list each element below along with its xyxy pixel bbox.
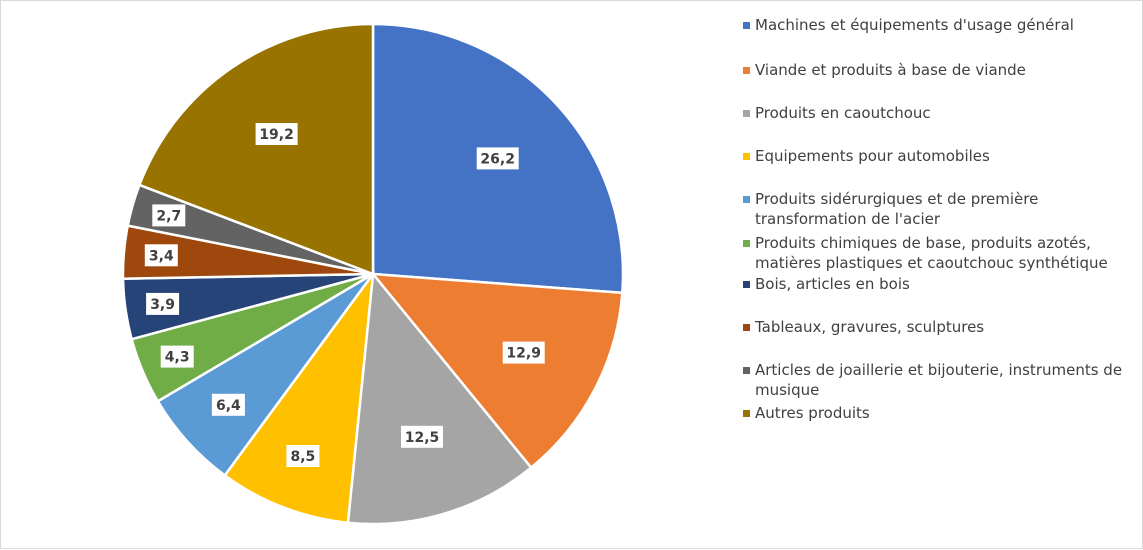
- legend-item: Tableaux, gravures, sculptures: [739, 317, 1139, 337]
- legend-label: Bois, articles en bois: [755, 275, 910, 293]
- data-label: 2,7: [152, 204, 186, 227]
- data-label-text: 12,5: [405, 430, 440, 446]
- pie-slice: [370, 272, 624, 470]
- data-label: 26,2: [476, 147, 519, 170]
- legend-item: Bois, articles en bois: [739, 274, 1139, 294]
- legend-swatch: [743, 410, 750, 417]
- data-label-text: 26,2: [480, 151, 515, 167]
- legend-item: Produits chimiques de base, produits azo…: [739, 233, 1139, 273]
- data-label-box: [476, 147, 519, 170]
- legend-swatch: [743, 67, 750, 74]
- data-label-text: 3,9: [150, 297, 175, 313]
- legend-item: Viande et produits à base de viande: [739, 60, 1139, 80]
- legend-swatch: [743, 240, 750, 247]
- legend-label: Autres produits: [755, 404, 870, 422]
- data-label: 19,2: [255, 123, 298, 145]
- legend-label: Produits chimiques de base, produits azo…: [755, 234, 1108, 272]
- data-label-box: [144, 244, 178, 267]
- data-label-box: [255, 123, 298, 145]
- legend-item: Produits en caoutchouc: [739, 103, 1139, 123]
- data-label: 6,4: [211, 393, 245, 416]
- legend-label: Produits sidérurgiques et de première tr…: [755, 190, 1039, 228]
- legend-swatch: [743, 110, 750, 117]
- legend-swatch: [743, 281, 750, 288]
- pie-slices: [121, 22, 625, 526]
- legend-label: Machines et équipements d'usage général: [755, 16, 1074, 34]
- data-label-text: 6,4: [216, 398, 241, 414]
- legend-item: Autres produits: [739, 403, 1139, 423]
- legend-item: Equipements pour automobiles: [739, 146, 1139, 166]
- data-label-text: 2,7: [156, 208, 181, 224]
- legend-label: Viande et produits à base de viande: [755, 61, 1026, 79]
- data-label-box: [401, 425, 443, 448]
- legend-item: Produits sidérurgiques et de première tr…: [739, 189, 1039, 229]
- legend-item: Articles de joaillerie et bijouterie, in…: [739, 360, 1131, 400]
- data-label-box: [146, 292, 180, 315]
- pie-data-labels: 26,2 12,9 12,5 8,5 6,4 4,3 3,9 3,4 2,7 19,2: [144, 123, 545, 467]
- data-label-text: 12,9: [506, 346, 541, 362]
- legend-swatch: [743, 324, 750, 331]
- data-label-text: 8,5: [290, 449, 315, 465]
- data-label: 8,5: [286, 445, 320, 467]
- legend-swatch: [743, 22, 750, 29]
- data-label-box: [211, 393, 245, 416]
- data-label: 12,5: [401, 425, 443, 448]
- legend-item: Machines et équipements d'usage général: [739, 15, 1139, 35]
- legend-label: Tableaux, gravures, sculptures: [755, 318, 985, 336]
- data-label: 3,4: [144, 244, 178, 267]
- data-label-text: 4,3: [165, 350, 190, 366]
- legend-label: Articles de joaillerie et bijouterie, in…: [755, 361, 1123, 399]
- pie-slice: [346, 270, 533, 526]
- data-label-box: [160, 345, 194, 368]
- data-label-box: [152, 204, 186, 227]
- pie-slice: [137, 22, 375, 276]
- data-label: 4,3: [160, 345, 194, 368]
- legend-swatch: [743, 196, 750, 203]
- legend-swatch: [743, 153, 750, 160]
- legend-label: Produits en caoutchouc: [755, 104, 931, 122]
- data-label-text: 3,4: [149, 248, 174, 264]
- data-label-box: [286, 445, 320, 467]
- data-label-text: 19,2: [259, 127, 294, 143]
- data-label: 12,9: [502, 341, 545, 364]
- data-label: 3,9: [146, 292, 180, 315]
- legend-label: Equipements pour automobiles: [755, 147, 990, 165]
- data-label-box: [502, 341, 545, 364]
- legend-swatch: [743, 367, 750, 374]
- pie-slice: [223, 269, 375, 525]
